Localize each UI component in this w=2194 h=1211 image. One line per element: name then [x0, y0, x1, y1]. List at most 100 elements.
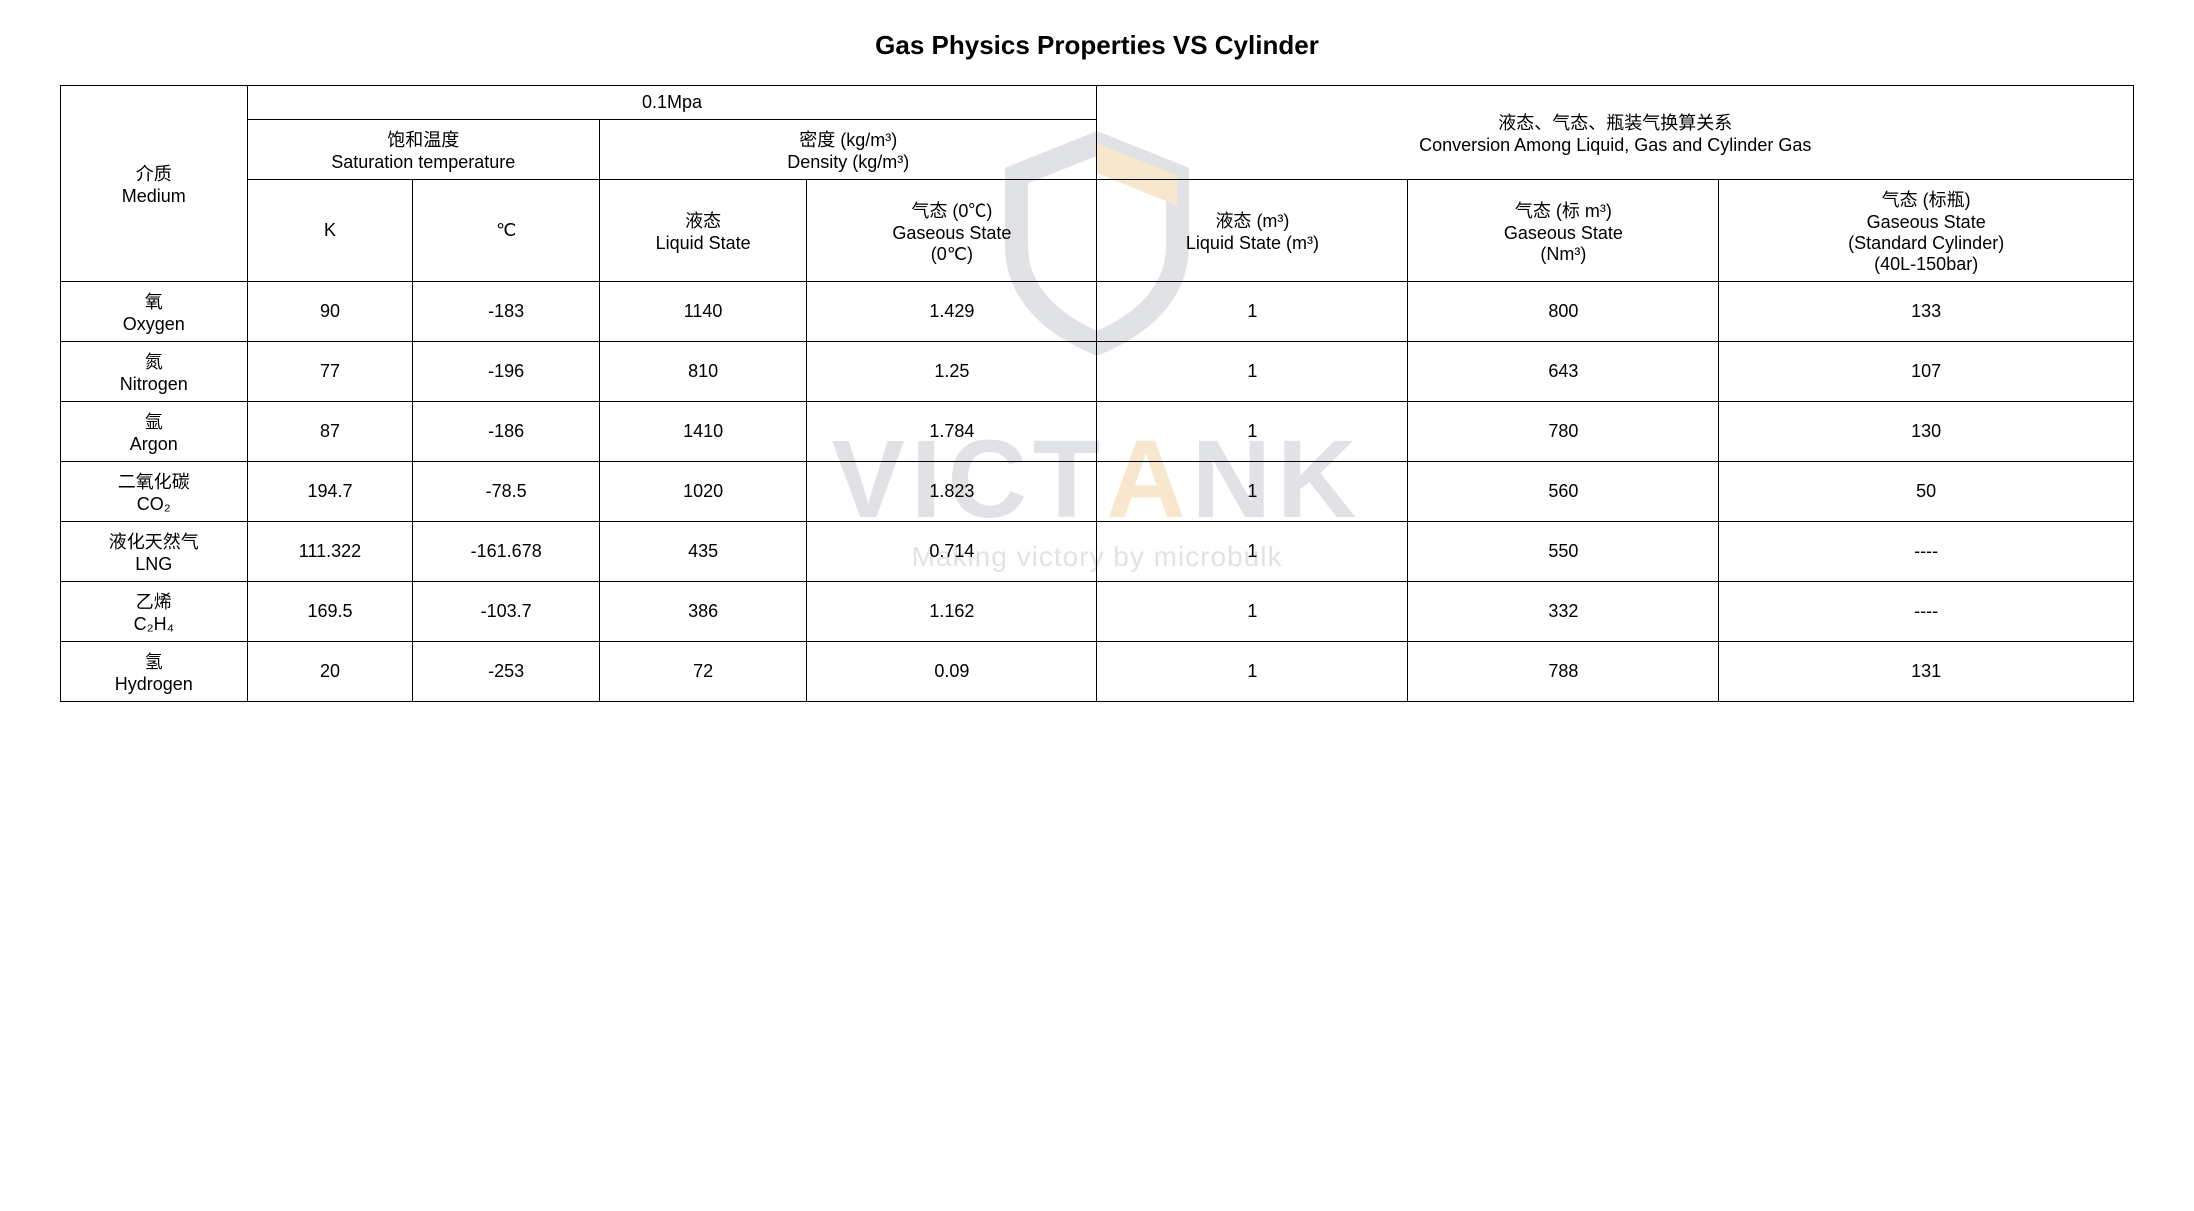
cell-conv-liq: 1: [1097, 582, 1408, 642]
page-title: Gas Physics Properties VS Cylinder: [60, 30, 2134, 61]
cell-conv-gas: 643: [1408, 342, 1719, 402]
cell-c: -183: [413, 282, 600, 342]
table-row: 氩Argon87-18614101.7841780130: [61, 402, 2134, 462]
header-liquid-cn: 液态: [608, 207, 798, 233]
header-pressure: 0.1Mpa: [247, 86, 1097, 120]
cell-gas: 0.09: [807, 642, 1097, 702]
cell-conv-gas: 332: [1408, 582, 1719, 642]
header-k: K: [247, 180, 413, 282]
header-sat-temp-en: Saturation temperature: [256, 152, 591, 173]
header-density-cn: 密度 (kg/m³): [608, 126, 1089, 152]
header-gaseous-en2: (0℃): [815, 244, 1088, 265]
cell-c: -186: [413, 402, 600, 462]
header-conv-liquid: 液态 (m³) Liquid State (m³): [1097, 180, 1408, 282]
cell-conv-liq: 1: [1097, 642, 1408, 702]
cell-k: 20: [247, 642, 413, 702]
cell-k: 169.5: [247, 582, 413, 642]
cell-k: 77: [247, 342, 413, 402]
table-row: 液化天然气LNG111.322-161.6784350.7141550----: [61, 522, 2134, 582]
cell-medium: 氮Nitrogen: [61, 342, 248, 402]
table-body: 氧Oxygen90-18311401.4291800133氮Nitrogen77…: [61, 282, 2134, 702]
cell-conv-cyl: 131: [1719, 642, 2134, 702]
table-row: 二氧化碳CO₂194.7-78.510201.823156050: [61, 462, 2134, 522]
cell-medium: 氢Hydrogen: [61, 642, 248, 702]
cell-medium: 氧Oxygen: [61, 282, 248, 342]
header-conv-liquid-cn: 液态 (m³): [1105, 207, 1399, 233]
cell-gas: 1.429: [807, 282, 1097, 342]
cell-medium: 氩Argon: [61, 402, 248, 462]
cell-liq: 1410: [599, 402, 806, 462]
header-conv-gas-cn: 气态 (标 m³): [1416, 197, 1710, 223]
header-density: 密度 (kg/m³) Density (kg/m³): [599, 120, 1097, 180]
header-c: ℃: [413, 180, 600, 282]
table-row: 氮Nitrogen77-1968101.251643107: [61, 342, 2134, 402]
header-conv-cyl: 气态 (标瓶) Gaseous State (Standard Cylinder…: [1719, 180, 2134, 282]
cell-gas: 1.784: [807, 402, 1097, 462]
cell-gas: 0.714: [807, 522, 1097, 582]
cell-conv-gas: 780: [1408, 402, 1719, 462]
cell-c: -103.7: [413, 582, 600, 642]
header-conv-gas-en2: (Nm³): [1416, 244, 1710, 265]
cell-conv-cyl: ----: [1719, 582, 2134, 642]
cell-conv-liq: 1: [1097, 402, 1408, 462]
header-medium: 介质 Medium: [61, 86, 248, 282]
gas-properties-table: 介质 Medium 0.1Mpa 液态、气态、瓶装气换算关系 Conversio…: [60, 85, 2134, 702]
cell-c: -253: [413, 642, 600, 702]
cell-medium: 二氧化碳CO₂: [61, 462, 248, 522]
cell-conv-liq: 1: [1097, 522, 1408, 582]
cell-gas: 1.25: [807, 342, 1097, 402]
cell-conv-gas: 550: [1408, 522, 1719, 582]
header-conv-liquid-en: Liquid State (m³): [1105, 233, 1399, 254]
cell-c: -78.5: [413, 462, 600, 522]
cell-gas: 1.823: [807, 462, 1097, 522]
table-row: 氢Hydrogen20-253720.091788131: [61, 642, 2134, 702]
cell-conv-liq: 1: [1097, 282, 1408, 342]
cell-k: 90: [247, 282, 413, 342]
header-medium-cn: 介质: [69, 160, 239, 186]
cell-k: 194.7: [247, 462, 413, 522]
table-wrapper: VICTANK Making victory by microbulk 介质 M…: [60, 85, 2134, 702]
header-sat-temp-cn: 饱和温度: [256, 126, 591, 152]
cell-liq: 435: [599, 522, 806, 582]
header-conv-gas-en1: Gaseous State: [1416, 223, 1710, 244]
header-conversion-en: Conversion Among Liquid, Gas and Cylinde…: [1105, 135, 2125, 156]
cell-medium: 乙烯C₂H₄: [61, 582, 248, 642]
cell-liq: 72: [599, 642, 806, 702]
header-liquid: 液态 Liquid State: [599, 180, 806, 282]
header-gaseous-en1: Gaseous State: [815, 223, 1088, 244]
cell-liq: 1140: [599, 282, 806, 342]
cell-conv-gas: 788: [1408, 642, 1719, 702]
cell-conv-cyl: 107: [1719, 342, 2134, 402]
header-medium-en: Medium: [69, 186, 239, 207]
header-conv-cyl-en3: (40L-150bar): [1727, 254, 2125, 275]
header-conversion-cn: 液态、气态、瓶装气换算关系: [1105, 109, 2125, 135]
header-conv-gas: 气态 (标 m³) Gaseous State (Nm³): [1408, 180, 1719, 282]
cell-conv-liq: 1: [1097, 462, 1408, 522]
cell-gas: 1.162: [807, 582, 1097, 642]
cell-liq: 386: [599, 582, 806, 642]
header-gaseous-cn: 气态 (0℃): [815, 197, 1088, 223]
cell-c: -161.678: [413, 522, 600, 582]
cell-conv-gas: 560: [1408, 462, 1719, 522]
header-conv-cyl-en2: (Standard Cylinder): [1727, 233, 2125, 254]
cell-k: 87: [247, 402, 413, 462]
header-gaseous: 气态 (0℃) Gaseous State (0℃): [807, 180, 1097, 282]
cell-liq: 810: [599, 342, 806, 402]
table-row: 乙烯C₂H₄169.5-103.73861.1621332----: [61, 582, 2134, 642]
header-liquid-en: Liquid State: [608, 233, 798, 254]
table-row: 氧Oxygen90-18311401.4291800133: [61, 282, 2134, 342]
cell-conv-cyl: 133: [1719, 282, 2134, 342]
cell-c: -196: [413, 342, 600, 402]
header-conversion: 液态、气态、瓶装气换算关系 Conversion Among Liquid, G…: [1097, 86, 2134, 180]
header-conv-cyl-en1: Gaseous State: [1727, 212, 2125, 233]
cell-liq: 1020: [599, 462, 806, 522]
cell-conv-cyl: ----: [1719, 522, 2134, 582]
cell-conv-gas: 800: [1408, 282, 1719, 342]
cell-conv-cyl: 130: [1719, 402, 2134, 462]
cell-medium: 液化天然气LNG: [61, 522, 248, 582]
header-sat-temp: 饱和温度 Saturation temperature: [247, 120, 599, 180]
cell-conv-cyl: 50: [1719, 462, 2134, 522]
cell-conv-liq: 1: [1097, 342, 1408, 402]
header-density-en: Density (kg/m³): [608, 152, 1089, 173]
header-conv-cyl-cn: 气态 (标瓶): [1727, 186, 2125, 212]
